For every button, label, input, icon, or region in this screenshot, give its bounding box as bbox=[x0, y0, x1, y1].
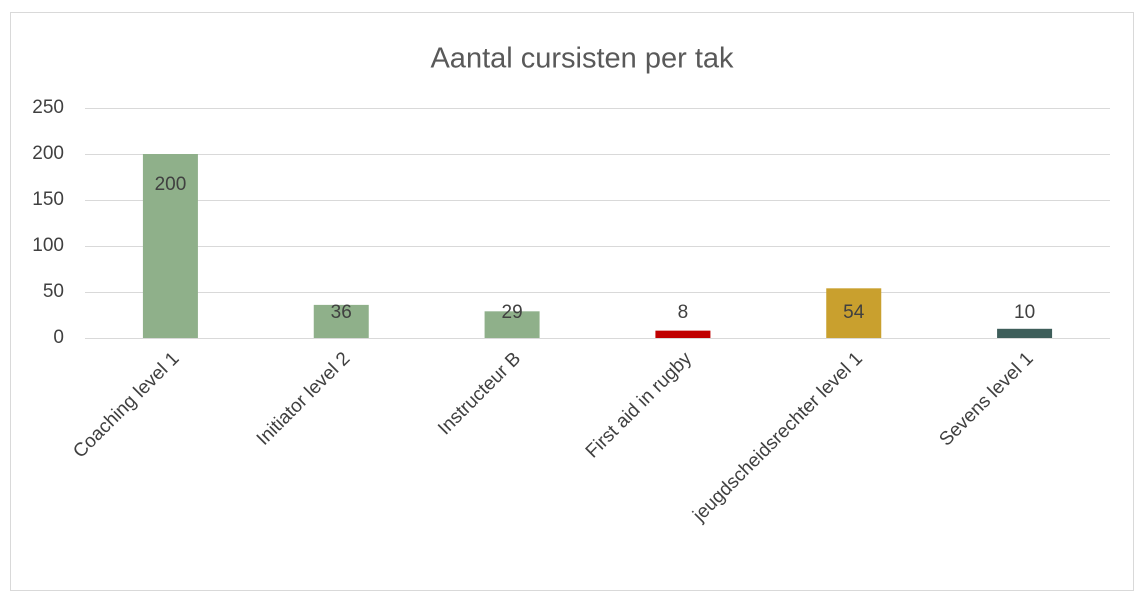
bar bbox=[313, 304, 369, 338]
data-label: 8 bbox=[678, 302, 689, 323]
bar bbox=[484, 311, 540, 338]
bar bbox=[826, 288, 882, 338]
bar bbox=[997, 328, 1053, 338]
y-tick-label: 50 bbox=[43, 281, 64, 302]
data-label: 200 bbox=[155, 174, 187, 195]
data-label: 29 bbox=[502, 302, 523, 323]
data-label: 54 bbox=[843, 302, 865, 323]
data-label: 36 bbox=[331, 302, 352, 323]
y-tick-label: 200 bbox=[32, 143, 64, 164]
bar bbox=[142, 154, 198, 338]
y-tick-label: 150 bbox=[32, 189, 64, 210]
y-tick-label: 0 bbox=[53, 327, 64, 348]
bar bbox=[655, 330, 711, 338]
chart-title: Aantal cursisten per tak bbox=[430, 43, 734, 75]
y-tick-label: 250 bbox=[32, 97, 64, 118]
data-label: 10 bbox=[1014, 302, 1035, 323]
y-tick-label: 100 bbox=[32, 235, 64, 256]
